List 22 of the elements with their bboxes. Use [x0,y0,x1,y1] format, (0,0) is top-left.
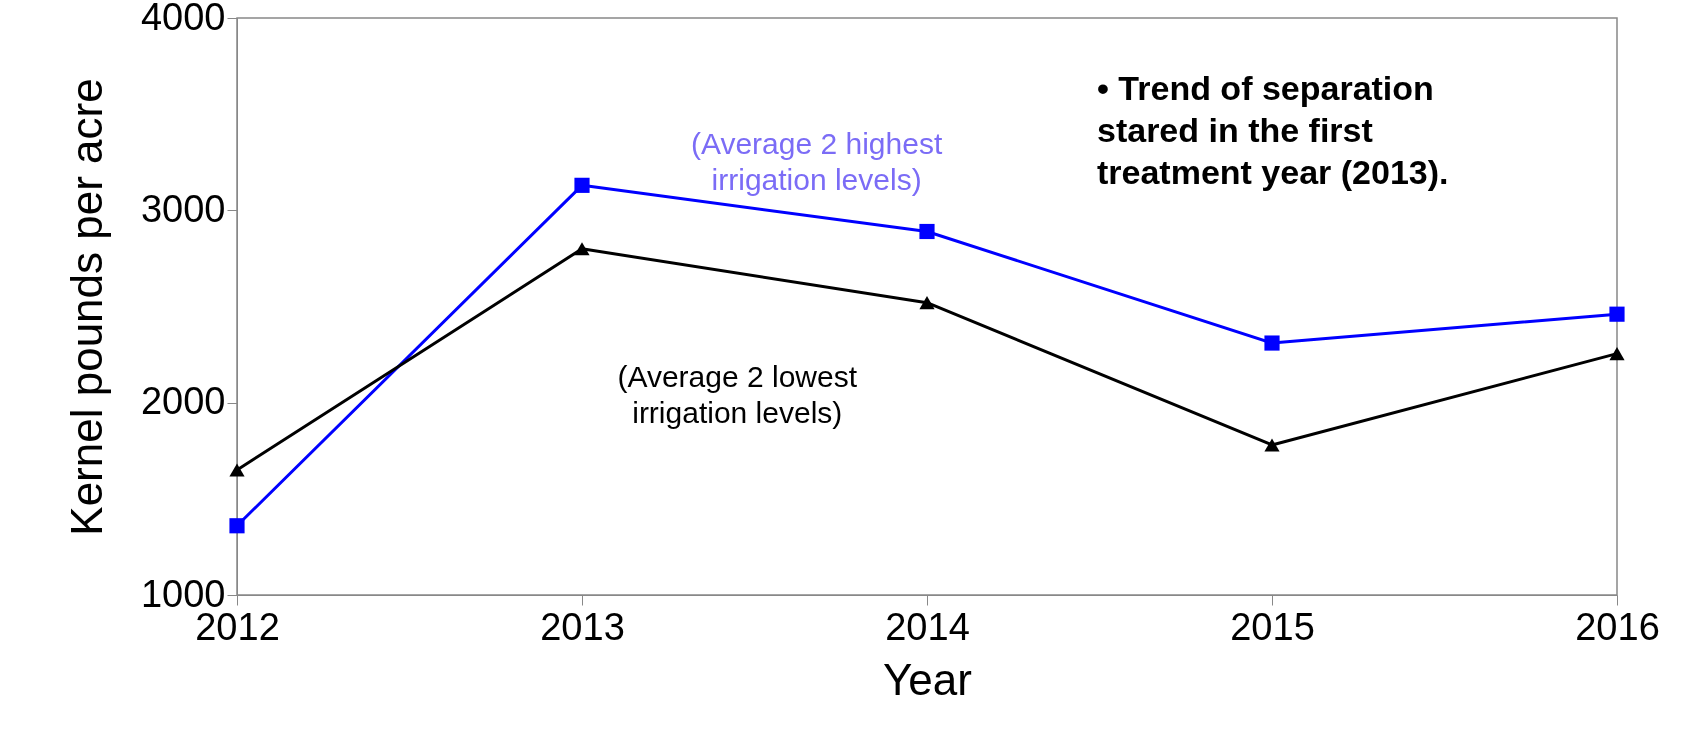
x-tick-label: 2013 [540,605,625,648]
point [574,177,590,193]
y-tick-label: 2000 [140,380,226,423]
point [229,463,245,477]
y-axis-title: Kernel pounds per acre [61,78,111,536]
annotation: • Trend of separation stared in the first treatment year (2013). [1097,69,1449,191]
x-tick-label: 2016 [1575,605,1660,648]
point [919,223,935,240]
point [1609,306,1625,322]
point [919,296,935,310]
point [229,518,245,534]
point [1264,438,1280,452]
y-tick-label: 4000 [140,0,226,38]
x-axis-title: Year [883,654,972,704]
x-tick-label: 2014 [885,605,970,648]
y-tick-label: 3000 [140,187,226,230]
point [574,242,590,256]
point [1264,335,1280,351]
point [1609,347,1625,361]
series-label: (Average 2 highest irrigation levels) [690,127,943,197]
text: (Average 2 lowest irrigation levels) [617,359,858,429]
x-tick-label: 2015 [1230,605,1315,648]
